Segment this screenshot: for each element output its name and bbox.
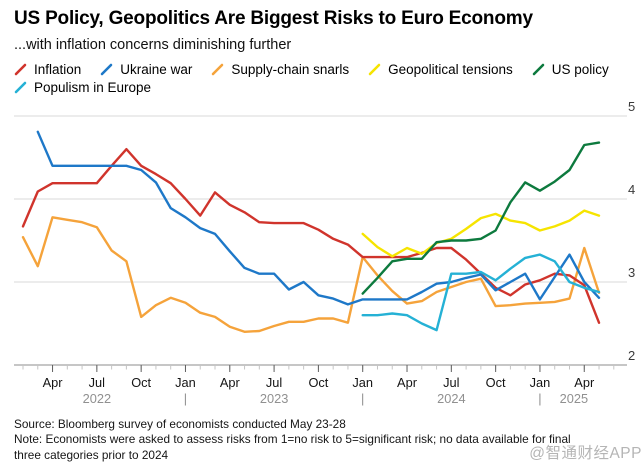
legend-swatch-icon <box>14 81 27 94</box>
line-geopolitical-tensions <box>361 209 601 258</box>
x-tick-label: Oct <box>131 375 151 390</box>
legend-swatch-icon <box>368 63 381 76</box>
y-axis-label-2: 2 <box>628 348 635 363</box>
chart-legend: Inflation Ukraine war Supply-chain snarls G… <box>14 62 630 95</box>
legend-label: Ukraine war <box>120 62 193 77</box>
x-tick-label: Jul <box>266 375 282 390</box>
note-line-1: Note: Economists were asked to assess ri… <box>14 432 571 447</box>
chart-subtitle: ...with inflation concerns diminishing f… <box>14 37 292 53</box>
line-inflation <box>21 147 601 324</box>
year-label: 2022 <box>83 391 111 406</box>
legend-item-us-policy: US policy <box>532 62 609 77</box>
x-tick-label: Jan <box>175 375 196 390</box>
x-tick-label: Apr <box>574 375 595 390</box>
watermark: @智通财经APP <box>529 445 642 462</box>
x-tick-label: Jul <box>89 375 105 390</box>
x-tick-label: Jan <box>352 375 373 390</box>
legend-label: Populism in Europe <box>34 80 152 95</box>
y-axis-label-4: 4 <box>628 182 635 197</box>
legend-label: Inflation <box>34 62 82 77</box>
year-separator: | <box>361 391 364 406</box>
legend-item-populism-in-europe: Populism in Europe <box>14 80 151 95</box>
year-label: 2024 <box>437 391 465 406</box>
y-axis-label-5: 5 <box>628 99 635 114</box>
legend-item-supply-chain-snarls: Supply-chain snarls <box>211 62 349 77</box>
legend-label: Geopolitical tensions <box>388 62 513 77</box>
year-separator: | <box>184 391 187 406</box>
x-tick-label: Apr <box>397 375 418 390</box>
chart-title: US Policy, Geopolitics Are Biggest Risks… <box>14 8 533 29</box>
x-tick-label: Jul <box>443 375 459 390</box>
legend-item-inflation: Inflation <box>14 62 81 77</box>
year-separator: | <box>538 391 541 406</box>
x-tick-label: Apr <box>220 375 241 390</box>
legend-swatch-icon <box>100 63 113 76</box>
x-tick-label: Oct <box>486 375 506 390</box>
year-label: 2025 <box>560 391 588 406</box>
y-axis-label-3: 3 <box>628 265 635 280</box>
line-supply-chain-snarls <box>21 216 601 333</box>
legend-label: Supply-chain snarls <box>231 62 350 77</box>
x-tick-label: Apr <box>43 375 64 390</box>
legend-swatch-icon <box>212 63 224 76</box>
x-tick-label: Jan <box>530 375 551 390</box>
line-populism-in-europe <box>361 253 601 332</box>
legend-item-ukraine-war: Ukraine war <box>100 62 192 77</box>
legend-label: US policy <box>551 62 609 77</box>
legend-item-geopolitical-tensions: Geopolitical tensions <box>368 62 513 77</box>
x-tick-label: Oct <box>308 375 328 390</box>
source-note-block: Source: Bloomberg survey of economists c… <box>14 417 630 463</box>
line-ukraine-war <box>36 130 601 306</box>
legend-swatch-icon <box>532 63 545 76</box>
source-line: Source: Bloomberg survey of economists c… <box>14 417 346 431</box>
legend-swatch-icon <box>14 63 27 76</box>
note-line-2: three categories prior to 2024 <box>14 447 169 462</box>
line-us-policy <box>361 141 601 295</box>
year-label: 2023 <box>260 391 288 406</box>
